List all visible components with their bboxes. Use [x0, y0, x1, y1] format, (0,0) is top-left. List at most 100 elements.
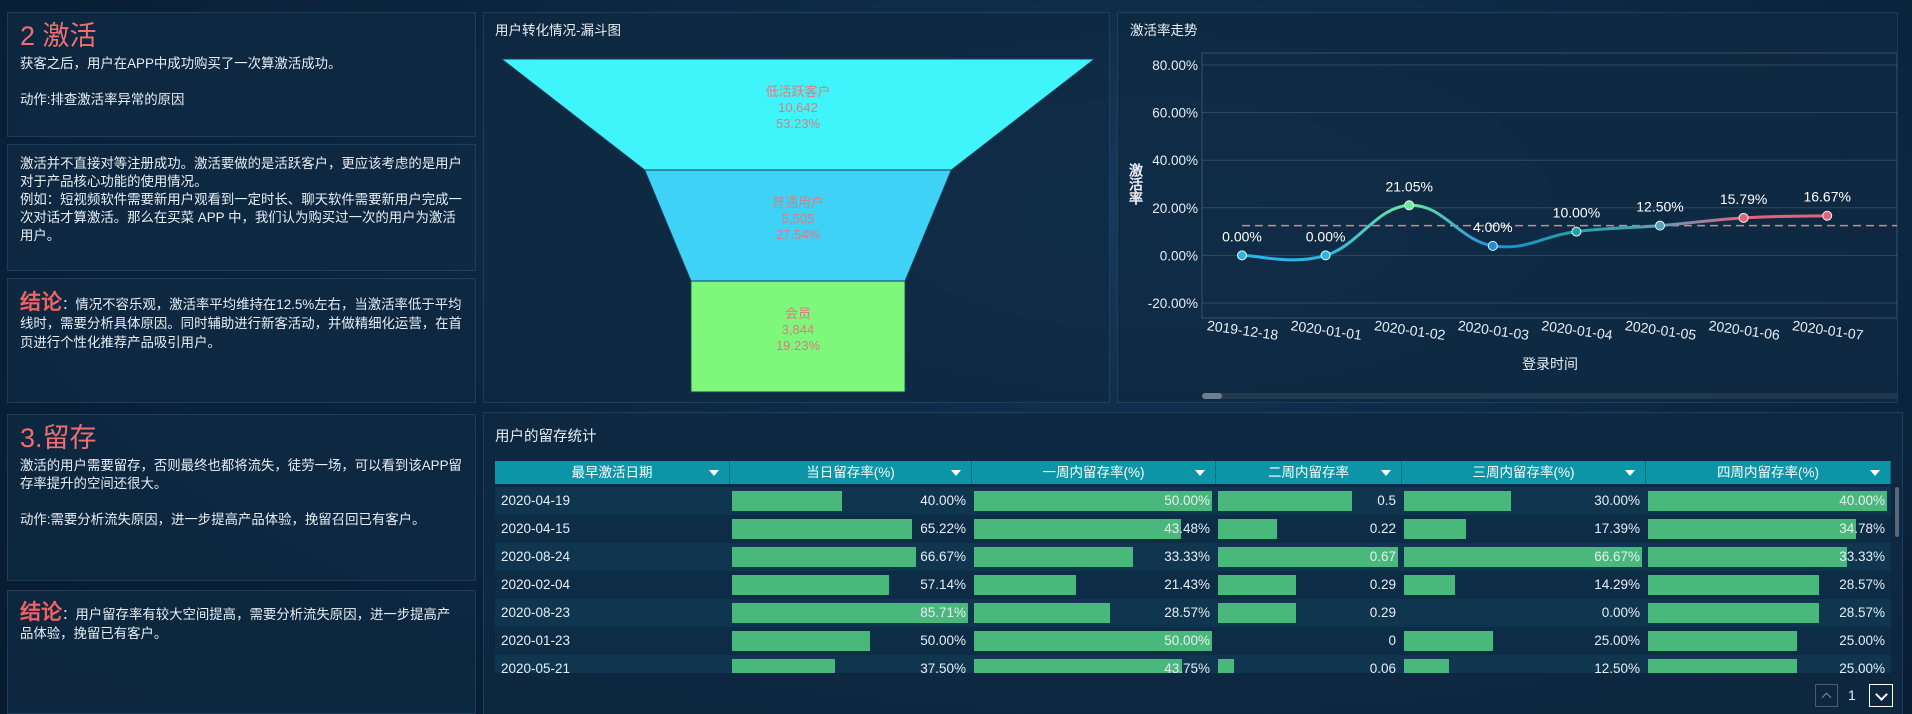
sort-icon — [951, 470, 961, 476]
sort-icon — [709, 470, 719, 476]
prev-page-button[interactable] — [1815, 684, 1838, 707]
panel-text: 例如：短视频软件需要新用户观看到一定时长、聊天软件需要新用户完成一次对话才算激活… — [20, 192, 462, 243]
value-cell: 17.39% — [1594, 521, 1640, 536]
retention-bar — [1648, 659, 1798, 673]
point — [1655, 220, 1665, 231]
retention-bar — [974, 575, 1076, 595]
panel-text: 激活并不直接对等注册成功。激活要做的是活跃客户，更应该考虑的是用户对于产品核心功… — [20, 156, 462, 189]
value-cell: 40.00% — [1839, 493, 1885, 508]
value-cell: 50.00% — [1164, 633, 1210, 648]
retention-bar — [732, 659, 836, 673]
line — [1241, 203, 1828, 262]
retention-bar — [1218, 575, 1296, 595]
y-tick-label: 0.00% — [1160, 248, 1198, 263]
retention-bar — [1404, 659, 1449, 673]
sort-icon — [1625, 470, 1635, 476]
value-cell: 66.67% — [1594, 549, 1640, 564]
column-header: 一周内留存率(%) — [972, 461, 1216, 484]
panel-title: 2 激活 — [20, 21, 97, 51]
segment-name: 低活跃客户 — [765, 84, 830, 99]
x-tick-label: 2020-01-05 — [1624, 317, 1697, 343]
value-cell: 0.5 — [1377, 493, 1396, 508]
data-label: 0.00% — [1306, 228, 1346, 244]
panel-title: 3.留存 — [20, 423, 97, 453]
conclusion-text: ：情况不容乐观，激活率平均维持在12.5%左右，当激活率低于平均线时，需要分析具… — [20, 297, 462, 350]
value-cell: 28.57% — [1839, 577, 1885, 592]
plot-frame — [1201, 52, 1898, 319]
retention-bar — [1404, 631, 1494, 651]
panel-text: 动作:需要分析流失原因，进一步提高产品体验，挽留召回已有客户。 — [20, 512, 426, 527]
data-label: 15.79% — [1720, 191, 1767, 207]
scrollbar[interactable] — [1895, 487, 1899, 537]
panel-text: 激活的用户需要留存，否则最终也都将流失，徒劳一场，可以看到该APP留存率提升的空… — [20, 458, 462, 491]
next-page-button[interactable] — [1869, 684, 1893, 707]
segment-percent: 27.54% — [776, 227, 821, 242]
retention-bar — [1648, 491, 1887, 511]
x-tick-label: 2020-01-02 — [1373, 317, 1446, 343]
retention-bar — [732, 631, 870, 651]
retention-bar — [1404, 547, 1642, 567]
y-axis-title: 激活率 — [1128, 162, 1144, 206]
date-cell: 2020-02-04 — [501, 577, 571, 592]
y-tick-label: -20.00% — [1148, 296, 1198, 311]
table-title: 用户的留存统计 — [495, 429, 597, 445]
retention-bar — [1648, 603, 1819, 623]
conclusion-label: 结论 — [20, 291, 62, 314]
retention-bar — [1648, 631, 1798, 651]
value-cell: 0.06 — [1369, 661, 1396, 673]
retention-bar — [1404, 491, 1512, 511]
date-cell: 2020-08-23 — [501, 605, 571, 620]
point — [1571, 226, 1582, 237]
segment-value: 5,505 — [782, 211, 815, 226]
definition-panel: 激活并不直接对等注册成功。激活要做的是活跃客户，更应该考虑的是用户对于产品核心功… — [7, 144, 476, 271]
value-cell: 28.57% — [1164, 605, 1210, 620]
column-header: 三周内留存率(%) — [1402, 461, 1646, 484]
line-panel: 激活率走势 激活率 登录时间 -20.00% 0.00% 20.00% 40.00% 6… — [1117, 12, 1899, 403]
value-cell: 0.29 — [1369, 577, 1396, 592]
value-cell: 28.57% — [1839, 605, 1885, 620]
segment-percent: 53.23% — [776, 116, 821, 131]
retention-panel: 3.留存 激活的用户需要留存，否则最终也都将流失，徒劳一场，可以看到该APP留存… — [7, 414, 476, 581]
retention-bar — [974, 547, 1133, 567]
date-cell: 2020-05-21 — [501, 661, 571, 673]
sort-icon — [1195, 470, 1205, 476]
point — [1237, 250, 1247, 261]
line-chart: 激活率走势 激活率 登录时间 -20.00% 0.00% 20.00% 40.00% 6… — [1128, 22, 1899, 399]
retention-bar — [1218, 659, 1235, 673]
retention-bar — [974, 631, 1212, 651]
value-cell: 33.33% — [1839, 549, 1885, 564]
value-cell: 0.67 — [1369, 549, 1396, 564]
sort-icon — [1870, 470, 1880, 476]
date-cell: 2020-04-15 — [501, 521, 571, 536]
conclusion-text: ：用户留存率有较大空间提高，需要分析流失原因，进一步提高产品体验，挽留已有客户。 — [20, 607, 451, 641]
data-label: 10.00% — [1553, 205, 1600, 221]
retention-bar — [974, 491, 1212, 511]
segment-name: 普通用户 — [772, 195, 824, 210]
retention-bar — [974, 603, 1110, 623]
panel-text: 获客之后，用户在APP中成功购买了一次算激活成功。 — [20, 56, 342, 71]
segment-value: 10,642 — [778, 100, 818, 115]
data-label: 16.67% — [1803, 189, 1850, 205]
activation-panel: 2 激活 获客之后，用户在APP中成功购买了一次算激活成功。 动作:排查激活率异… — [7, 12, 476, 137]
y-tick-label: 20.00% — [1152, 201, 1198, 216]
chart-title: 激活率走势 — [1130, 22, 1198, 38]
value-cell: 0.22 — [1369, 521, 1396, 536]
column-header: 二周内留存率 — [1216, 461, 1402, 484]
value-cell: 65.22% — [920, 521, 966, 536]
y-tick-label: 40.00% — [1152, 153, 1198, 168]
value-cell: 0 — [1388, 633, 1396, 648]
panel-text: 动作:排查激活率异常的原因 — [20, 92, 185, 107]
conclusion-panel: 结论：用户留存率有较大空间提高，需要分析流失原因，进一步提高产品体验，挽留已有客… — [7, 590, 476, 714]
retention-bar — [732, 575, 890, 595]
x-axis-title: 登录时间 — [1522, 356, 1578, 372]
scroll-thumb[interactable] — [1202, 393, 1222, 399]
scroll-track — [1202, 393, 1899, 399]
x-tick-label: 2020-01-06 — [1708, 317, 1781, 343]
retention-bar — [1404, 519, 1467, 539]
retention-bar — [1218, 519, 1278, 539]
point — [1320, 250, 1331, 261]
value-cell: 12.50% — [1594, 661, 1640, 673]
page-number: 1 — [1848, 687, 1856, 703]
